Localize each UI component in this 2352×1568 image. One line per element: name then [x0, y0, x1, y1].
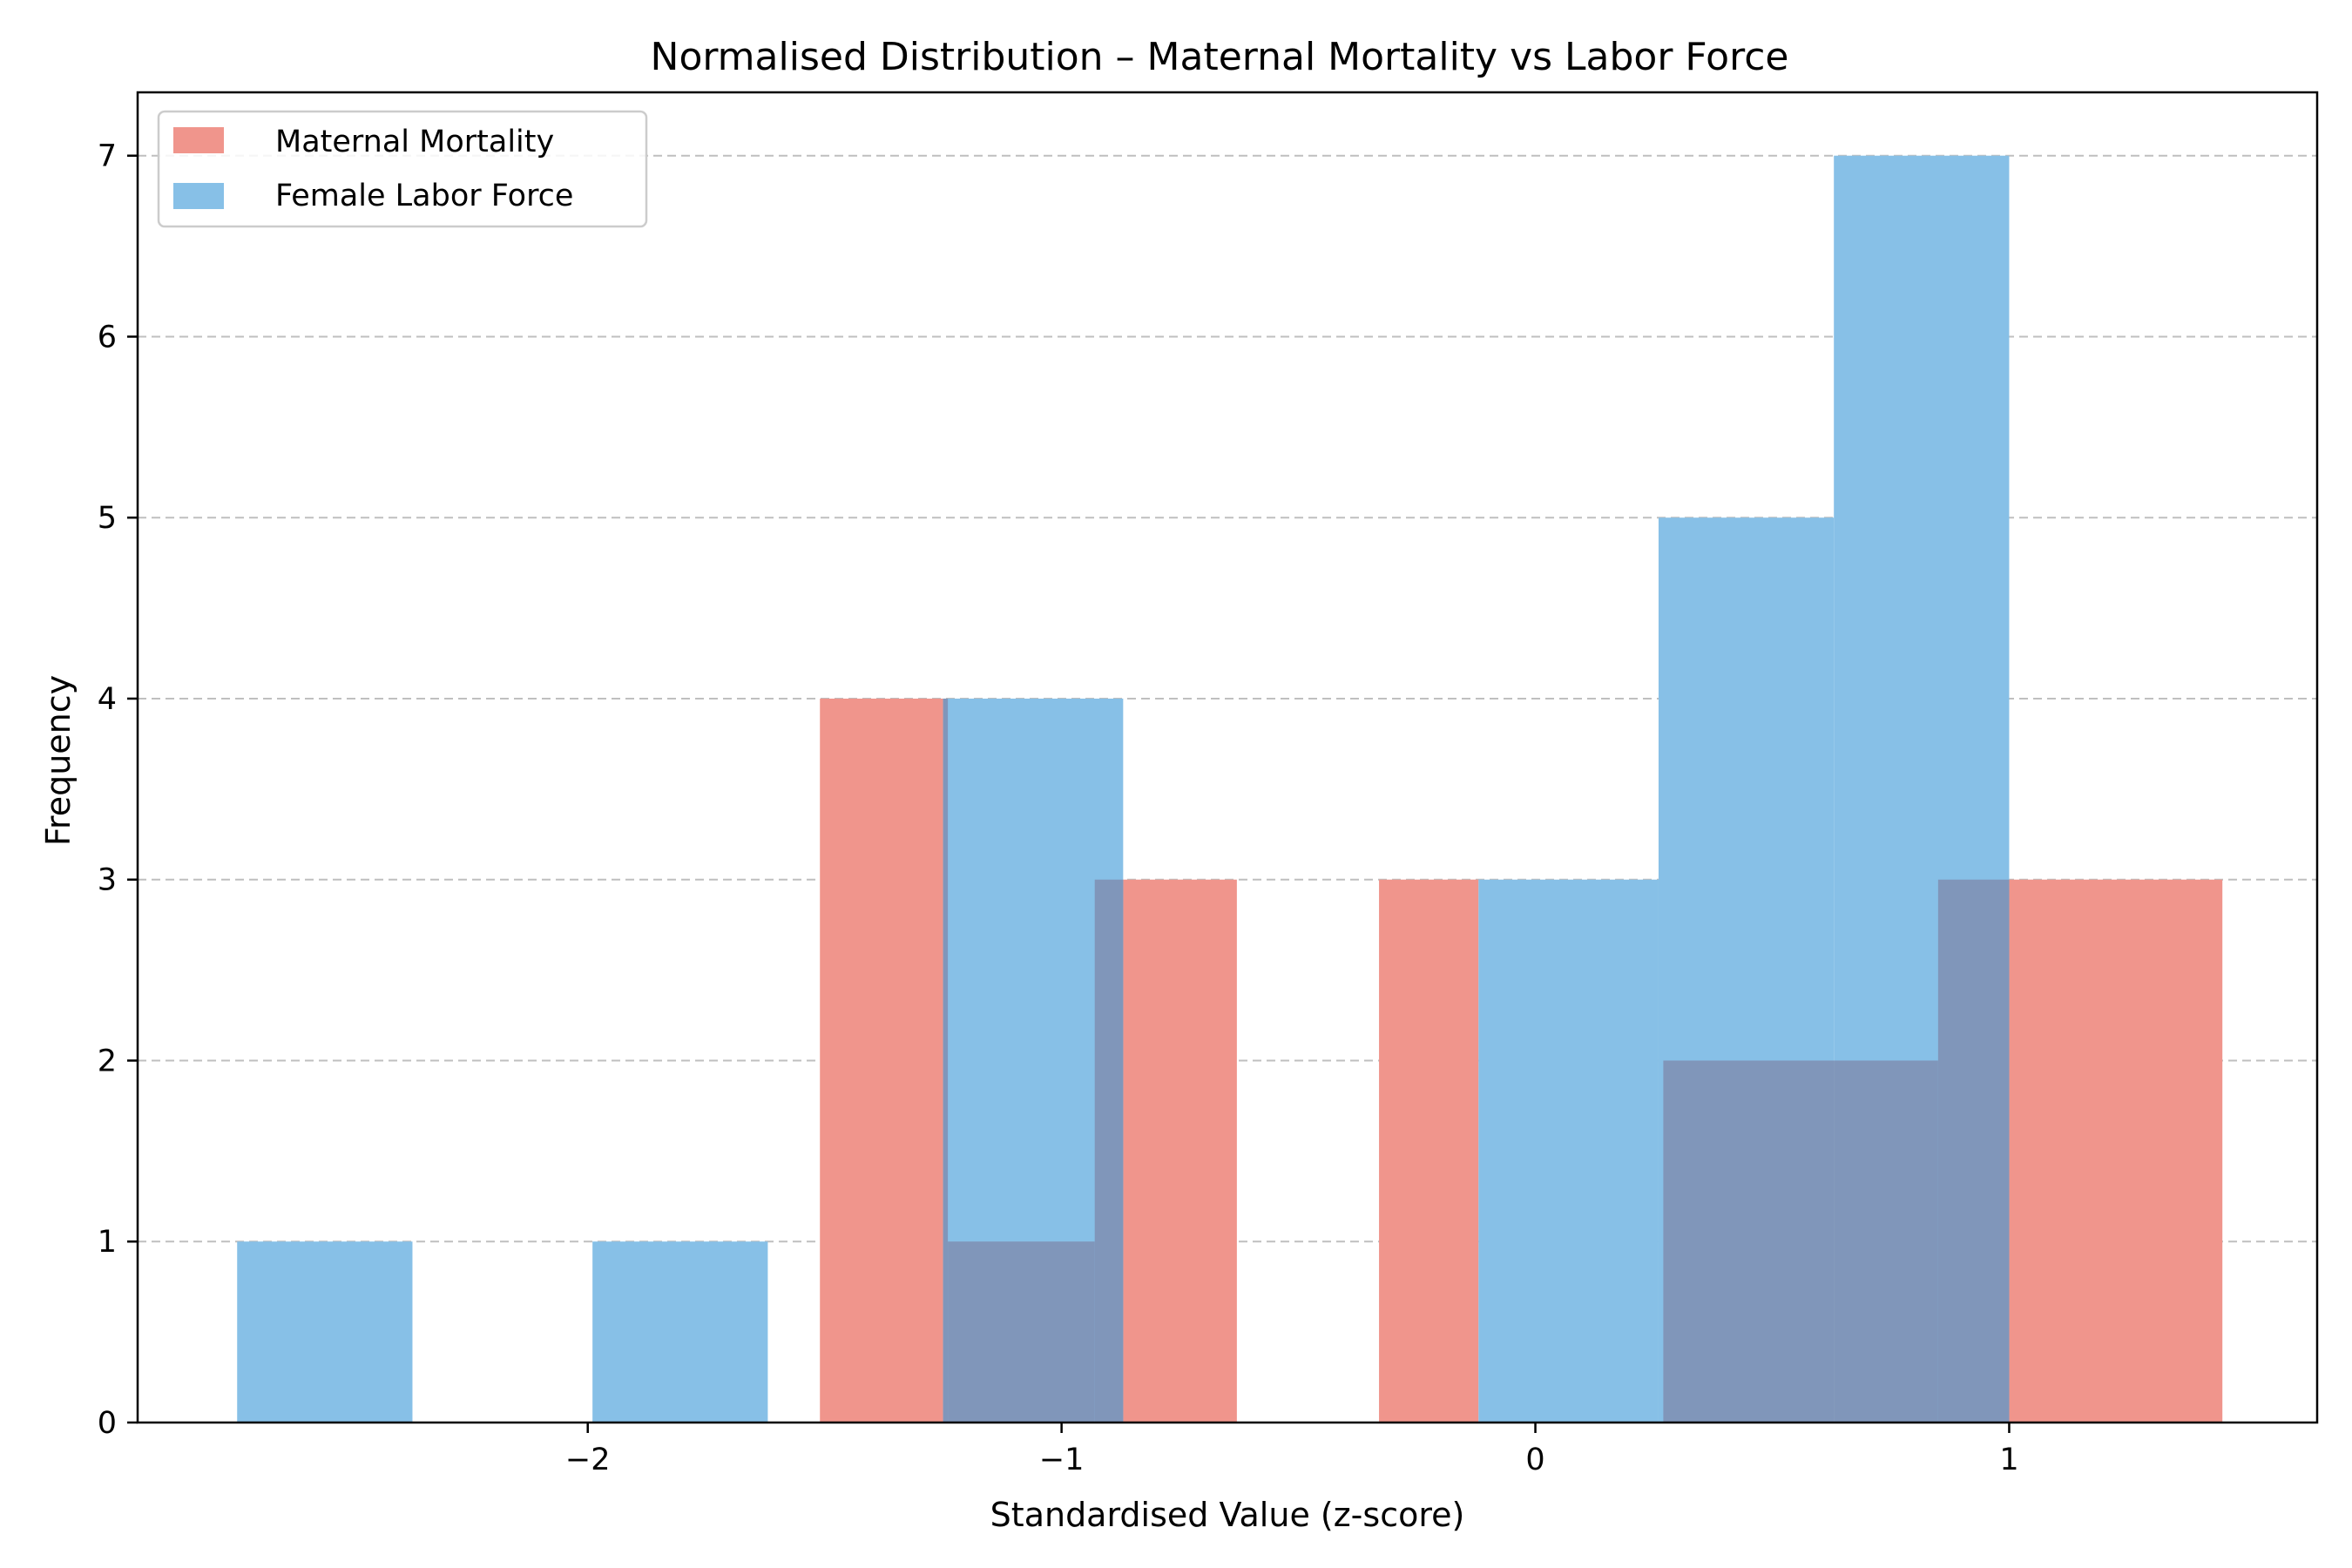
x-tick-label-3: 1 [1999, 1443, 2018, 1477]
legend-swatch-female-labor-force [173, 183, 224, 209]
y-tick-label-2: 2 [98, 1044, 117, 1078]
legend-frame [157, 110, 648, 228]
legend-swatch-maternal-mortality [173, 127, 224, 153]
legend-label-maternal-mortality: Maternal Mortality [275, 125, 554, 159]
bar-female-labor-force-7 [1478, 879, 1659, 1423]
y-tick-label-3: 3 [98, 863, 117, 898]
legend: Maternal Mortality Female Labor Force [157, 110, 648, 228]
bar-maternal-mortality-0 [820, 698, 949, 1423]
bar-female-labor-force-0 [237, 1241, 413, 1423]
y-tick-label-7: 7 [98, 139, 117, 174]
x-tick-label-2: 0 [1525, 1443, 1544, 1477]
y-tick-label-5: 5 [98, 501, 117, 536]
bar-maternal-mortality-4 [1379, 879, 1479, 1423]
bar-overlap-3 [1663, 1060, 1835, 1423]
chart-title: Normalised Distribution – Maternal Morta… [651, 35, 1789, 79]
bar-female-labor-force-2 [592, 1241, 768, 1423]
bar-overlap-4 [1834, 1060, 1938, 1423]
y-tick-label-6: 6 [98, 320, 117, 355]
bar-overlap-2 [1094, 879, 1124, 1423]
x-axis-label: Standardised Value (z-score) [990, 1496, 1465, 1534]
bars [237, 155, 2223, 1423]
x-tick-label-0: −2 [565, 1443, 611, 1477]
bar-overlap-5 [1937, 879, 2010, 1423]
bar-overlap-1 [948, 1241, 1095, 1423]
axes [136, 91, 2319, 1424]
y-axis-label: Frequency [39, 675, 78, 846]
y-tick-label-4: 4 [98, 682, 117, 717]
ticks: −2 −1 0 1 0 1 2 3 4 5 6 7 [98, 139, 2019, 1477]
legend-label-female-labor-force: Female Labor Force [275, 179, 573, 213]
y-tick-label-0: 0 [98, 1406, 117, 1441]
bar-overlap-0 [943, 698, 949, 1423]
x-tick-label-1: −1 [1039, 1443, 1085, 1477]
y-tick-label-1: 1 [98, 1225, 117, 1260]
plot-frame [136, 91, 2319, 1424]
